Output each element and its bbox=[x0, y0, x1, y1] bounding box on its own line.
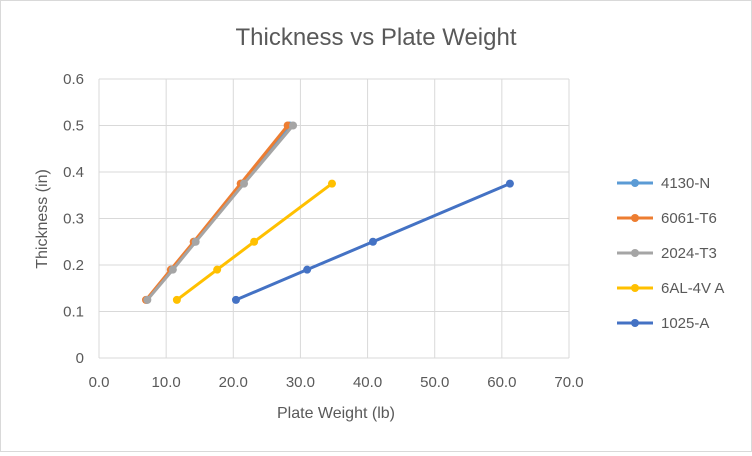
y-tick-label: 0.5 bbox=[63, 118, 84, 135]
y-tick-label: 0.3 bbox=[63, 211, 84, 228]
x-tick-label: 10.0 bbox=[152, 374, 181, 391]
legend-marker bbox=[631, 214, 639, 222]
legend: 4130-N 6061-T6 2024-T3 6AL-4V A 1025-A bbox=[617, 175, 724, 332]
data-point bbox=[213, 265, 222, 274]
legend-item: 4130-N bbox=[617, 175, 710, 192]
series-6al-4v-a bbox=[172, 179, 336, 304]
x-tick-label: 70.0 bbox=[554, 374, 583, 391]
x-tick-labels: 0.0 10.0 20.0 30.0 40.0 50.0 60.0 70.0 bbox=[89, 374, 584, 391]
y-tick-label: 0.1 bbox=[63, 304, 84, 321]
x-tick-label: 40.0 bbox=[353, 374, 382, 391]
x-tick-label: 20.0 bbox=[219, 374, 248, 391]
legend-label: 4130-N bbox=[661, 175, 710, 192]
gridlines bbox=[98, 78, 570, 359]
legend-item: 2024-T3 bbox=[617, 245, 717, 262]
data-point bbox=[240, 179, 249, 188]
legend-item: 1025-A bbox=[617, 315, 709, 332]
series-1025-a bbox=[231, 179, 514, 304]
data-point bbox=[327, 179, 336, 188]
x-tick-label: 60.0 bbox=[487, 374, 516, 391]
data-point bbox=[505, 179, 514, 188]
data-point bbox=[191, 237, 200, 246]
data-point bbox=[168, 265, 177, 274]
x-axis-title: Plate Weight (lb) bbox=[277, 405, 395, 422]
series-line bbox=[234, 182, 512, 302]
data-point bbox=[231, 295, 240, 304]
legend-label: 6AL-4V A bbox=[661, 280, 724, 297]
data-point bbox=[250, 237, 259, 246]
data-point bbox=[172, 295, 181, 304]
y-tick-label: 0.2 bbox=[63, 257, 84, 274]
y-tick-labels: 0 0.1 0.2 0.3 0.4 0.5 0.6 bbox=[63, 71, 84, 367]
legend-label: 2024-T3 bbox=[661, 245, 717, 262]
y-tick-label: 0.4 bbox=[63, 164, 84, 181]
legend-label: 6061-T6 bbox=[661, 210, 717, 227]
y-axis-title: Thickness (in) bbox=[34, 169, 51, 269]
legend-marker bbox=[631, 179, 639, 187]
data-point bbox=[143, 295, 152, 304]
y-tick-label: 0 bbox=[76, 350, 84, 367]
data-point bbox=[368, 237, 377, 246]
y-tick-label: 0.6 bbox=[63, 71, 84, 88]
x-tick-label: 0.0 bbox=[89, 374, 110, 391]
series-line bbox=[175, 182, 334, 302]
series-2024-t3 bbox=[143, 121, 298, 304]
series-line bbox=[144, 124, 290, 302]
legend-item: 6AL-4V A bbox=[617, 280, 724, 297]
series-line bbox=[145, 124, 295, 302]
x-tick-label: 30.0 bbox=[286, 374, 315, 391]
legend-marker bbox=[631, 284, 639, 292]
data-point bbox=[303, 265, 312, 274]
chart-title: Thickness vs Plate Weight bbox=[235, 24, 516, 51]
series-group bbox=[142, 121, 514, 304]
legend-marker bbox=[631, 249, 639, 257]
data-point bbox=[289, 121, 298, 130]
legend-item: 6061-T6 bbox=[617, 210, 717, 227]
series-6061-t6 bbox=[142, 121, 292, 304]
legend-marker bbox=[631, 319, 639, 327]
legend-label: 1025-A bbox=[661, 315, 709, 332]
x-tick-label: 50.0 bbox=[420, 374, 449, 391]
